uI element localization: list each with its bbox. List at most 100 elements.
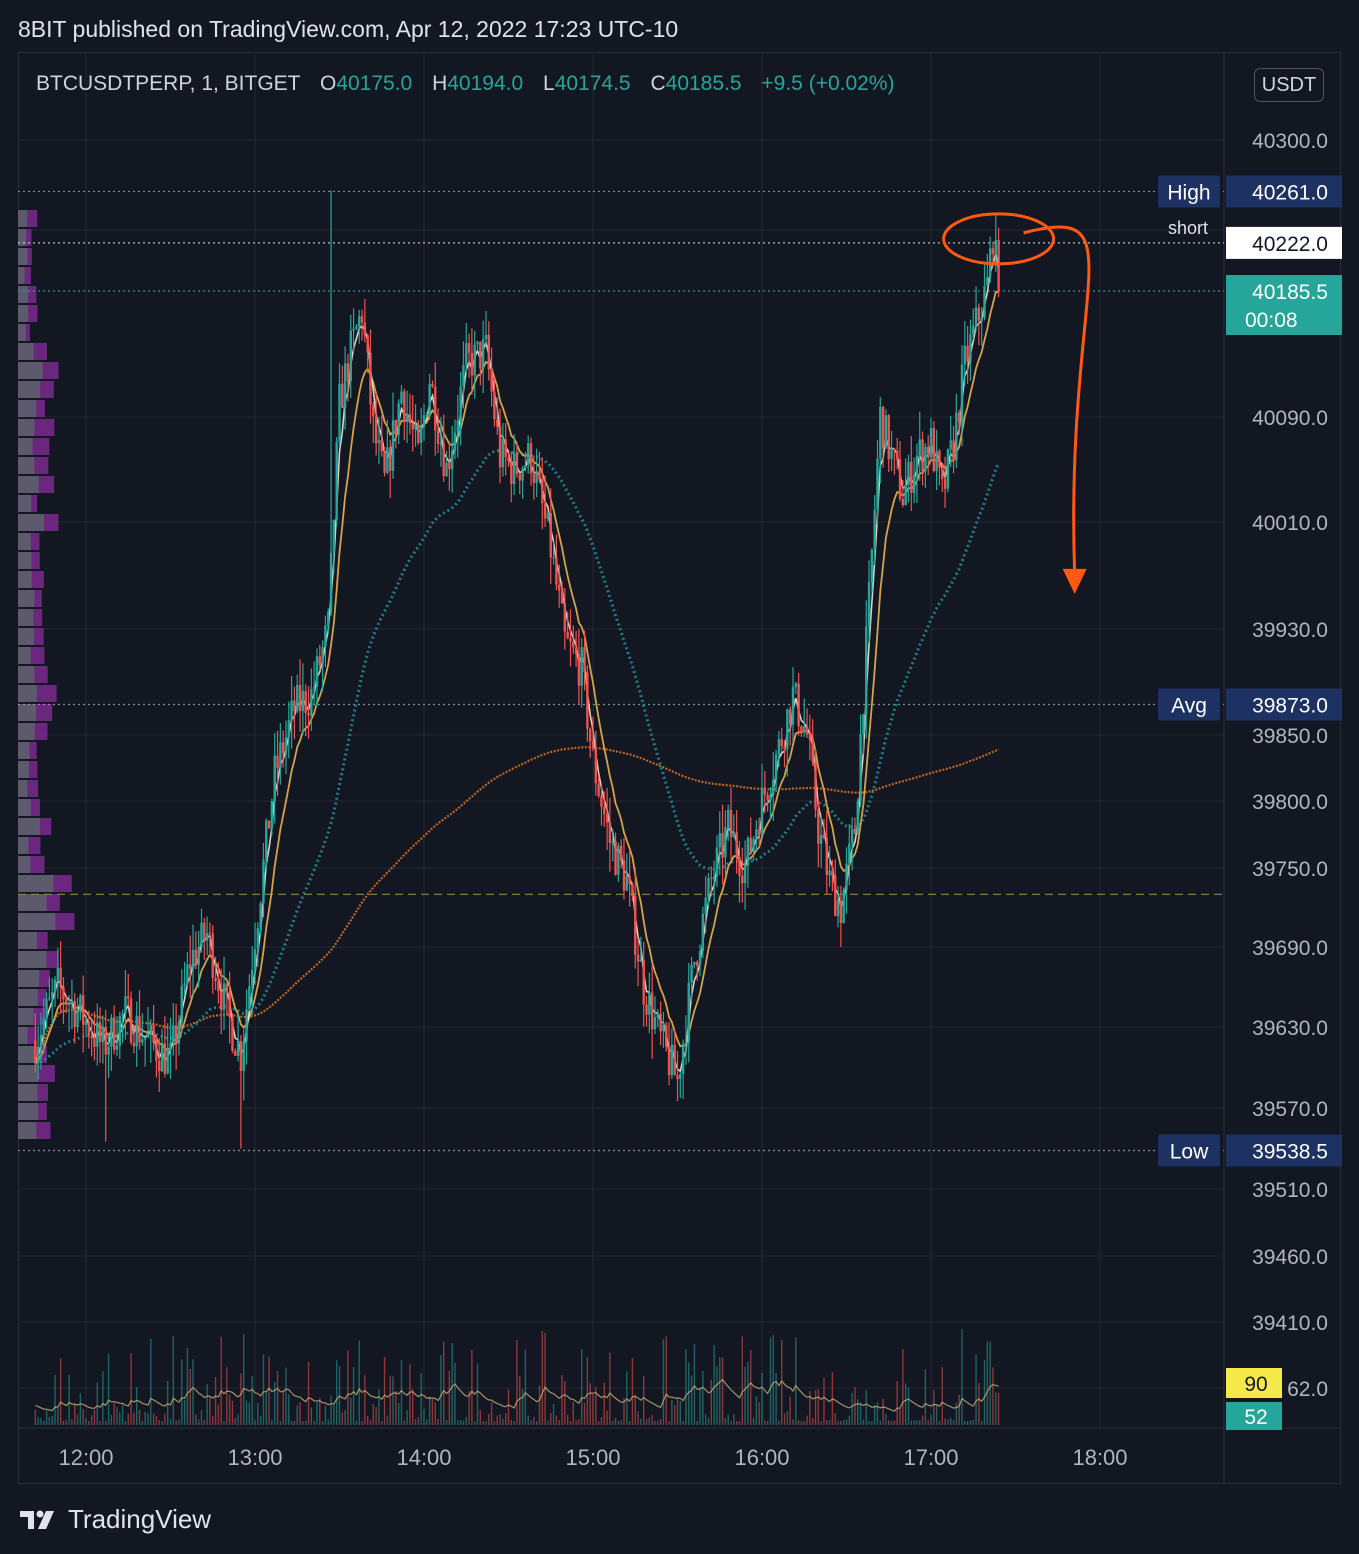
volume-bars [34, 1329, 1000, 1425]
candle-body [431, 383, 434, 387]
candle-body [521, 468, 524, 481]
candle-body [884, 415, 888, 449]
volume-profile-bar [18, 419, 35, 436]
candle-body [656, 1013, 659, 1018]
candle-body [39, 1034, 43, 1048]
volume-ma [35, 1378, 999, 1412]
candle-body [329, 553, 333, 612]
candle-body [586, 672, 589, 729]
published-header: 8BIT published on TradingView.com, Apr 1… [18, 16, 679, 42]
symbol-label[interactable]: BTCUSDTPERP, 1, BITGET [36, 72, 301, 95]
candle-body [186, 964, 189, 984]
candle-body [217, 981, 220, 992]
price-line-name: Avg [1171, 695, 1207, 718]
candle-body [746, 837, 750, 866]
candle-body [507, 457, 510, 462]
candle-body [439, 443, 443, 445]
candle-body [650, 992, 654, 1030]
candle-body [110, 1017, 113, 1047]
candle-body [974, 307, 978, 326]
candle-body [448, 463, 451, 470]
volume-profile-bar [18, 1103, 39, 1120]
candle-body [276, 755, 279, 769]
price-label-badge [1158, 175, 1220, 208]
volume-profile-bar [18, 894, 47, 911]
candle-body [721, 833, 724, 858]
candle-body [349, 330, 352, 381]
candle-body [473, 344, 476, 376]
candle-body [177, 1022, 181, 1044]
candle-body [763, 787, 767, 795]
candle-body [850, 828, 854, 844]
candle-body [312, 686, 316, 690]
candle-body [991, 248, 995, 254]
candle-body [949, 440, 952, 450]
candle-body [414, 424, 417, 430]
candle-body [611, 841, 614, 843]
candle-body [425, 414, 429, 416]
candle-body [786, 709, 789, 750]
candle-body [158, 1060, 161, 1072]
candle-body [594, 748, 598, 784]
candle-body [327, 611, 330, 626]
candle-body [79, 995, 82, 1010]
candle-body [605, 814, 609, 823]
candle-body [670, 1044, 674, 1076]
candle-body [803, 726, 806, 733]
volume-profile-bar [18, 533, 31, 550]
volume-profile-bar [18, 818, 40, 835]
candle-body [273, 755, 276, 802]
candle-body [757, 829, 761, 835]
candle-body [634, 895, 637, 955]
candle-body [462, 364, 465, 387]
candle-body [104, 1027, 107, 1055]
candle-body [445, 463, 448, 476]
candle-body [580, 647, 583, 686]
low-value: 40174.5 [554, 72, 631, 95]
candle-body [681, 1043, 685, 1074]
candle-body [417, 424, 420, 443]
candle-body [597, 783, 600, 796]
candle-body [211, 933, 214, 979]
volume-profile-bar [18, 248, 28, 265]
candle-body [298, 684, 302, 712]
open-value: 40175.0 [336, 72, 413, 95]
y-tick-label: 39410.0 [1252, 1312, 1328, 1335]
volume-profile-bar [18, 514, 45, 531]
candle-body [743, 865, 747, 884]
candle-body [532, 473, 536, 483]
y-tick-label: 40010.0 [1252, 512, 1328, 535]
volume-profile-bar [18, 799, 31, 816]
currency-button[interactable]: USDT [1254, 68, 1324, 102]
candle-body [735, 832, 738, 858]
candle-body [205, 932, 209, 941]
candle-body [994, 239, 997, 254]
vwap-line [34, 746, 1000, 1062]
price-line-value: 39873.0 [1252, 695, 1328, 718]
volume-profile-bar [18, 628, 35, 645]
volume-profile-bar [18, 1065, 39, 1082]
candle-body [896, 450, 899, 460]
candle-body [811, 739, 814, 762]
volume-profile-bar [18, 495, 32, 512]
ohlc-legend: BTCUSDTPERP, 1, BITGET O40175.0 H40194.0… [36, 72, 895, 96]
candle-body [588, 728, 592, 742]
candle-body [169, 1043, 172, 1050]
last-price-badge [1226, 275, 1342, 336]
brand-logo[interactable]: TradingView [20, 1504, 211, 1535]
candle-body [467, 343, 471, 353]
candle-body [966, 345, 969, 362]
candle-body [214, 978, 217, 982]
candle-body [865, 626, 868, 715]
candle-body [36, 1047, 40, 1064]
candle-body [479, 341, 482, 369]
candle-body [662, 1025, 665, 1032]
candle-body [904, 485, 907, 506]
candle-body [284, 737, 288, 754]
volume-profile-bar [18, 932, 37, 949]
candle-body [766, 794, 769, 800]
candle-body [957, 412, 961, 423]
candle-body [552, 557, 555, 559]
candle-body [645, 1004, 648, 1015]
